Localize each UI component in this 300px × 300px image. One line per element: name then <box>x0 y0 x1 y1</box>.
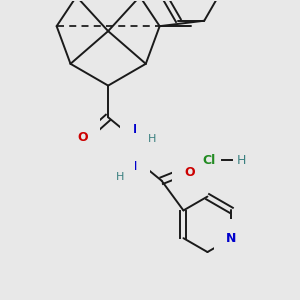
Text: H: H <box>236 154 246 167</box>
Text: O: O <box>77 130 88 144</box>
Text: O: O <box>184 166 195 179</box>
Text: N: N <box>133 123 143 136</box>
Text: N: N <box>127 160 137 173</box>
Text: H: H <box>148 134 156 144</box>
Text: Cl: Cl <box>203 154 216 167</box>
Text: N: N <box>226 232 237 245</box>
Text: H: H <box>116 172 124 182</box>
